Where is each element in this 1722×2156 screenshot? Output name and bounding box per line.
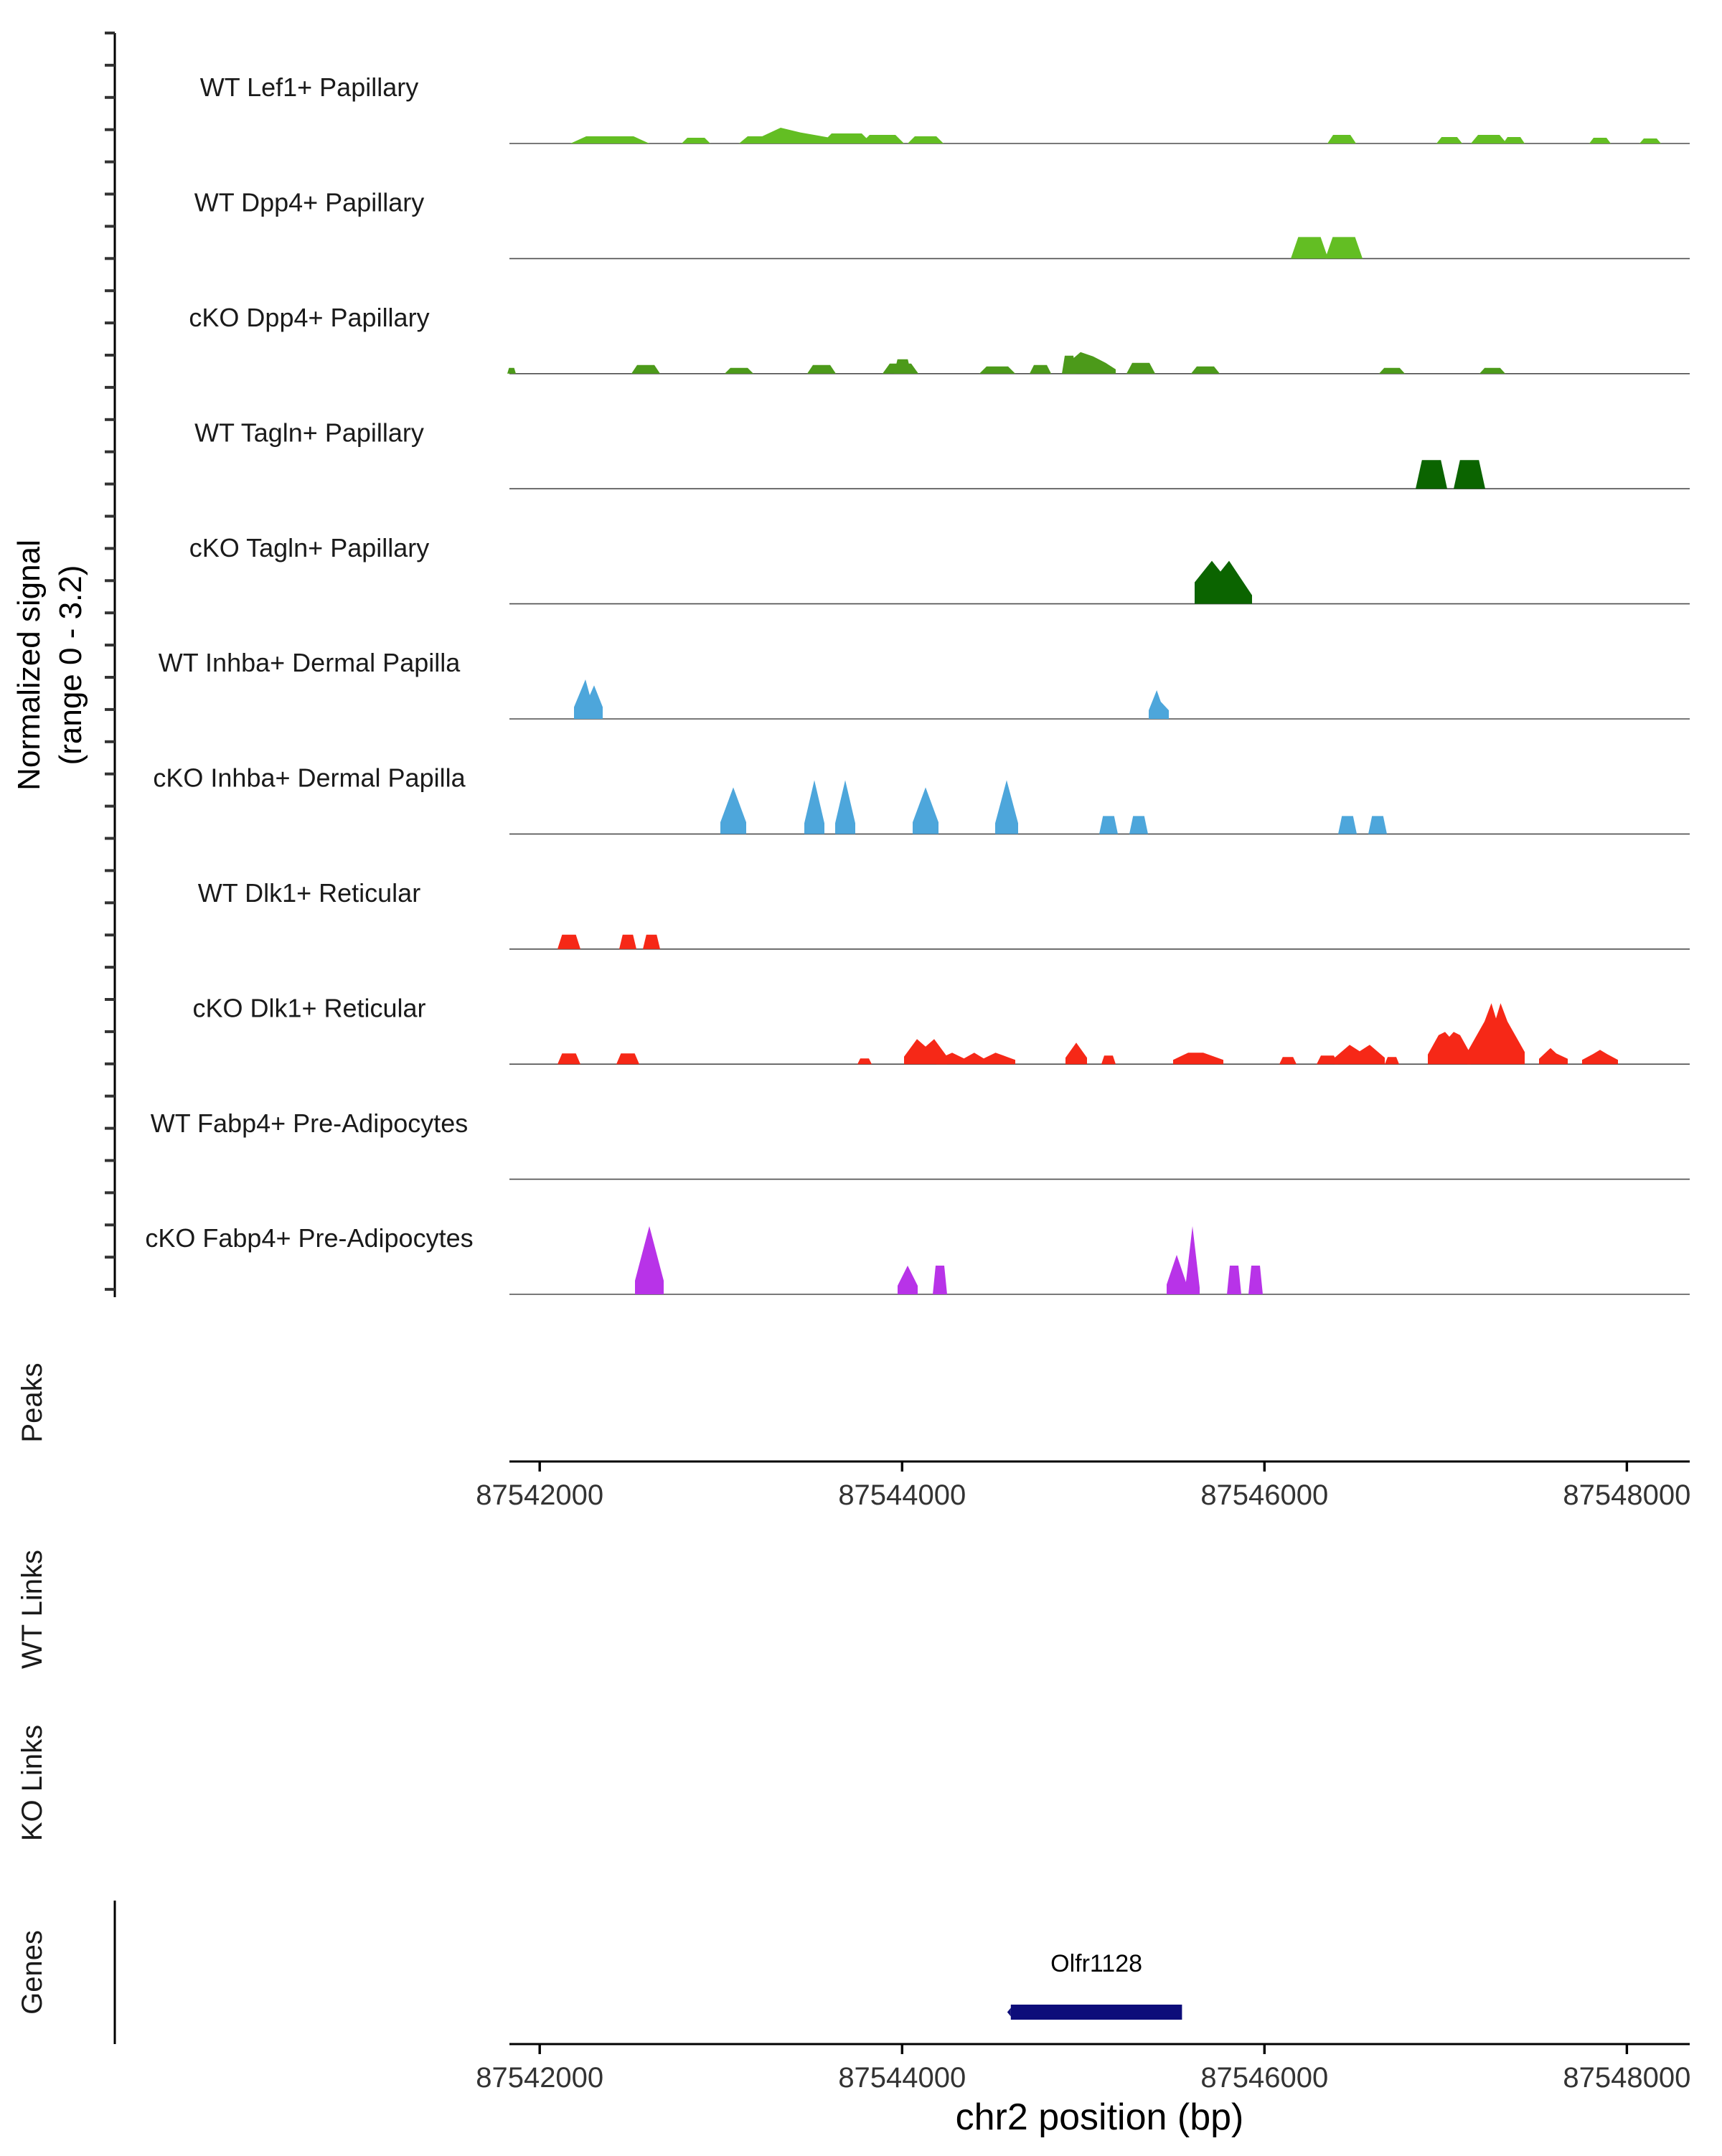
svg-text:chr2 position (bp): chr2 position (bp) bbox=[956, 2096, 1244, 2138]
svg-text:WT Tagln+ Papillary: WT Tagln+ Papillary bbox=[194, 418, 424, 447]
svg-text:Genes: Genes bbox=[17, 1930, 48, 2015]
svg-text:Olfr1128: Olfr1128 bbox=[1050, 1950, 1142, 1977]
svg-text:87546000: 87546000 bbox=[1200, 1479, 1328, 1511]
svg-text:WT Dlk1+ Reticular: WT Dlk1+ Reticular bbox=[198, 878, 420, 908]
svg-text:cKO Fabp4+ Pre-Adipocytes: cKO Fabp4+ Pre-Adipocytes bbox=[145, 1223, 473, 1253]
svg-text:WT Links: WT Links bbox=[17, 1550, 48, 1669]
svg-text:87544000: 87544000 bbox=[838, 2062, 966, 2094]
svg-text:WT Inhba+ Dermal Papilla: WT Inhba+ Dermal Papilla bbox=[159, 648, 461, 677]
svg-text:WT Dpp4+ Papillary: WT Dpp4+ Papillary bbox=[194, 188, 424, 217]
svg-text:WT Lef1+ Papillary: WT Lef1+ Papillary bbox=[200, 72, 418, 102]
svg-text:WT Fabp4+ Pre-Adipocytes: WT Fabp4+ Pre-Adipocytes bbox=[151, 1108, 469, 1138]
svg-text:87544000: 87544000 bbox=[838, 1479, 966, 1511]
svg-text:Peaks: Peaks bbox=[17, 1362, 48, 1442]
svg-text:87546000: 87546000 bbox=[1200, 2062, 1328, 2094]
svg-text:87548000: 87548000 bbox=[1563, 2062, 1690, 2094]
svg-text:87542000: 87542000 bbox=[476, 1479, 603, 1511]
svg-text:KO Links: KO Links bbox=[17, 1725, 48, 1841]
svg-text:87548000: 87548000 bbox=[1563, 1479, 1690, 1511]
svg-text:87542000: 87542000 bbox=[476, 2062, 603, 2094]
svg-text:Normalized signal: Normalized signal bbox=[11, 540, 47, 791]
svg-text:cKO Tagln+ Papillary: cKO Tagln+ Papillary bbox=[189, 533, 430, 562]
svg-text:cKO Dpp4+ Papillary: cKO Dpp4+ Papillary bbox=[189, 303, 429, 332]
svg-text:cKO Inhba+ Dermal Papilla: cKO Inhba+ Dermal Papilla bbox=[153, 763, 466, 793]
svg-text:(range 0 - 3.2): (range 0 - 3.2) bbox=[53, 565, 88, 766]
svg-text:cKO Dlk1+ Reticular: cKO Dlk1+ Reticular bbox=[192, 993, 425, 1022]
